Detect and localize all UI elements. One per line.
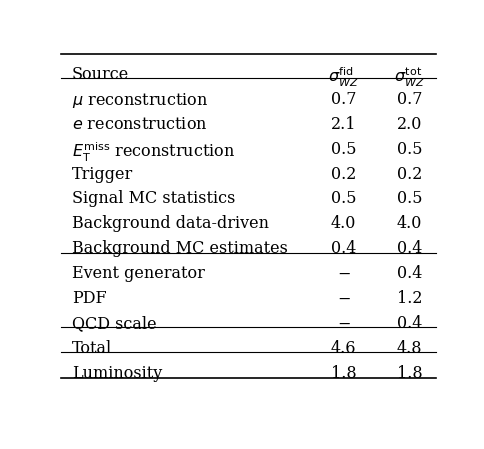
Text: Total: Total	[72, 340, 112, 357]
Text: $\sigma_{WZ}^{\mathrm{fid}}$: $\sigma_{WZ}^{\mathrm{fid}}$	[328, 66, 359, 89]
Text: Trigger: Trigger	[72, 166, 133, 183]
Text: Background data-driven: Background data-driven	[72, 216, 269, 232]
Text: 0.4: 0.4	[397, 240, 422, 257]
Text: 2.1: 2.1	[331, 116, 356, 133]
Text: 0.4: 0.4	[397, 315, 422, 332]
Text: 4.6: 4.6	[331, 340, 356, 357]
Text: $\sigma_{WZ}^{\mathrm{tot}}$: $\sigma_{WZ}^{\mathrm{tot}}$	[394, 66, 425, 89]
Text: 1.8: 1.8	[396, 365, 422, 382]
Text: 0.2: 0.2	[331, 166, 356, 183]
Text: 0.7: 0.7	[396, 91, 422, 108]
Text: 0.5: 0.5	[396, 190, 422, 207]
Text: 0.4: 0.4	[331, 240, 356, 257]
Text: 0.5: 0.5	[331, 190, 356, 207]
Text: Signal MC statistics: Signal MC statistics	[72, 190, 235, 207]
Text: 0.5: 0.5	[331, 141, 356, 158]
Text: 0.4: 0.4	[397, 265, 422, 282]
Text: $e$ reconstruction: $e$ reconstruction	[72, 116, 207, 133]
Text: Event generator: Event generator	[72, 265, 205, 282]
Text: $-$: $-$	[337, 315, 350, 332]
Text: 1.8: 1.8	[331, 365, 357, 382]
Text: 0.5: 0.5	[396, 141, 422, 158]
Text: $-$: $-$	[337, 290, 350, 307]
Text: 4.0: 4.0	[397, 216, 422, 232]
Text: 2.0: 2.0	[397, 116, 422, 133]
Text: 0.7: 0.7	[331, 91, 356, 108]
Text: Background MC estimates: Background MC estimates	[72, 240, 287, 257]
Text: QCD scale: QCD scale	[72, 315, 156, 332]
Text: $\mu$ reconstruction: $\mu$ reconstruction	[72, 91, 208, 110]
Text: 0.2: 0.2	[397, 166, 422, 183]
Text: Source: Source	[72, 66, 129, 83]
Text: PDF: PDF	[72, 290, 106, 307]
Text: Luminosity: Luminosity	[72, 365, 162, 382]
Text: $E_{\mathrm{T}}^{\mathrm{miss}}$ reconstruction: $E_{\mathrm{T}}^{\mathrm{miss}}$ reconst…	[72, 141, 235, 164]
Text: $-$: $-$	[337, 265, 350, 282]
Text: 1.2: 1.2	[396, 290, 422, 307]
Text: 4.8: 4.8	[396, 340, 422, 357]
Text: 4.0: 4.0	[331, 216, 356, 232]
